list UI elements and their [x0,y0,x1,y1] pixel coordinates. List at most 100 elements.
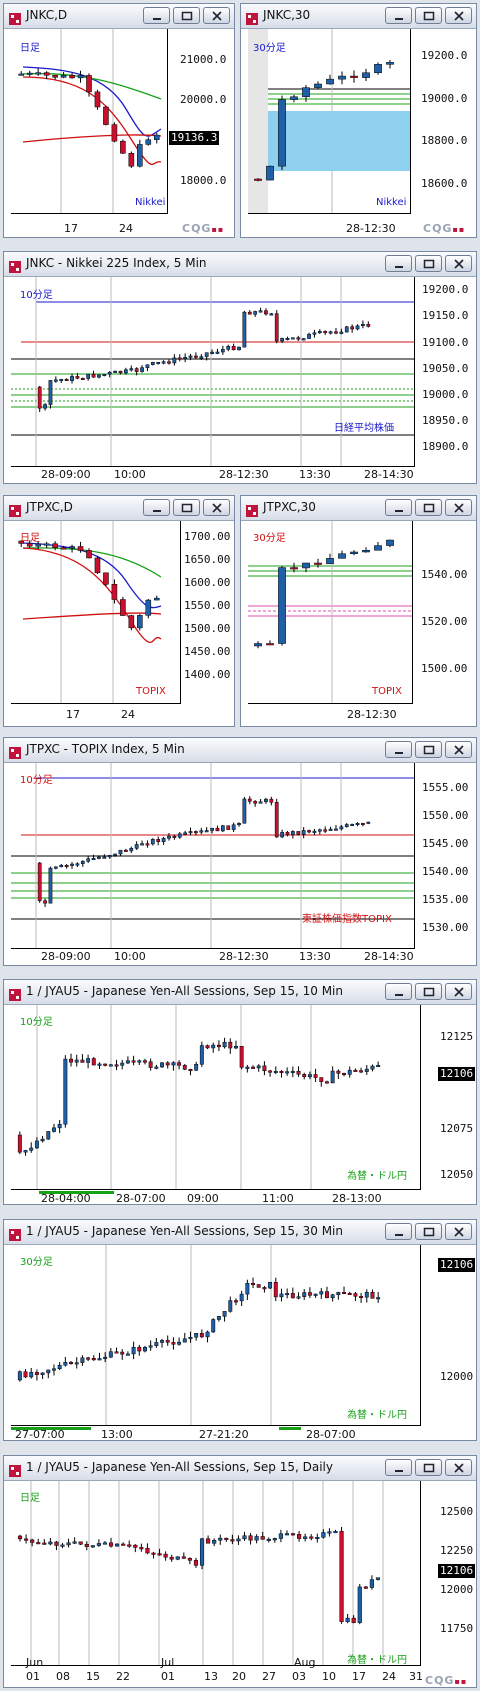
restore-button[interactable] [415,983,442,1000]
y-tick: 12000 [440,1370,474,1383]
chart-plot[interactable] [11,29,168,214]
chart-plot[interactable] [11,1481,421,1666]
chart-plot[interactable] [248,29,411,214]
chart-app-icon [9,1226,21,1241]
window-jnkc-daily[interactable]: JNKC,D 日足 Nikkei 19136.3 21000.0 20000.0… [3,3,235,238]
close-button[interactable] [203,499,230,516]
timeframe-tag: 日足 [20,43,40,54]
x-tick: 28-13:00 [332,1192,382,1205]
y-tick: 1400.00 [184,668,231,681]
instrument-label: Nikkei [135,197,166,208]
last-price-box: 12106 [438,1564,476,1578]
minimize-button[interactable] [385,499,412,516]
y-tick: 20000.0 [180,93,227,106]
restore-button[interactable] [415,7,442,24]
close-button[interactable] [445,255,472,272]
window-jyau5-daily[interactable]: 1 / JYAU5 - Japanese Yen-All Sessions, S… [3,1455,477,1688]
titlebar[interactable]: JTPXC,30 [241,496,476,521]
window-jnkc-5min[interactable]: JNKC - Nikkei 225 Index, 5 Min 10分足 日経平均… [3,251,477,484]
chart-plot[interactable] [11,763,415,949]
y-tick: 1540.00 [421,568,468,581]
restore-button[interactable] [415,499,442,516]
x-tick: 17 [352,1670,366,1683]
close-button[interactable] [445,1223,472,1240]
x-tick: 20 [232,1670,246,1683]
window-title: 1 / JYAU5 - Japanese Yen-All Sessions, S… [26,1224,343,1238]
chart-plot[interactable] [11,1005,421,1190]
chart-plot[interactable] [11,277,415,467]
chart-plot[interactable] [248,521,413,704]
titlebar[interactable]: 1 / JYAU5 - Japanese Yen-All Sessions, S… [4,1220,476,1245]
titlebar[interactable]: JNKC,30 [241,4,476,29]
restore-button[interactable] [415,255,442,272]
x-tick: 13:30 [299,950,331,963]
cqg-logo: CQG▪▪ [425,1674,468,1687]
y-tick: 1700.00 [184,530,231,543]
window-jyau5-10min[interactable]: 1 / JYAU5 - Japanese Yen-All Sessions, S… [3,979,477,1205]
titlebar[interactable]: JNKC,D [4,4,234,29]
minimize-button[interactable] [385,1223,412,1240]
x-tick: 24 [382,1670,396,1683]
timeframe-tag: 10分足 [20,1017,53,1028]
minimize-button[interactable] [385,983,412,1000]
window-title: JNKC - Nikkei 225 Index, 5 Min [26,256,207,270]
window-title: JTPXC - TOPIX Index, 5 Min [26,742,185,756]
restore-button[interactable] [415,1459,442,1476]
close-button[interactable] [445,499,472,516]
window-title: JTPXC,30 [263,500,316,514]
restore-button[interactable] [173,499,200,516]
y-tick: 12500 [440,1505,474,1518]
close-button[interactable] [203,7,230,24]
instrument-label: 為替・ドル円 [347,1171,407,1182]
timeframe-tag: 30分足 [20,1257,53,1268]
titlebar[interactable]: JTPXC - TOPIX Index, 5 Min [4,738,476,763]
x-tick: 01 [161,1670,175,1683]
y-tick: 1540.00 [422,865,469,878]
restore-button[interactable] [415,1223,442,1240]
x-tick: Jun [26,1656,44,1669]
window-jnkc-30min[interactable]: JNKC,30 30分足 Nikkei 19200.0 19000.0 1880… [240,3,477,238]
minimize-button[interactable] [143,7,170,24]
restore-button[interactable] [173,7,200,24]
timeframe-tag: 30分足 [253,43,286,54]
titlebar[interactable]: JTPXC,D [4,496,234,521]
y-tick: 12125 [440,1030,474,1043]
window-jtpxc-daily[interactable]: JTPXC,D 日足 TOPIX 1700.00 1650.00 1600.00… [3,495,235,727]
x-tick: 08 [56,1670,70,1683]
x-tick: 22 [116,1670,130,1683]
minimize-button[interactable] [385,1459,412,1476]
titlebar[interactable]: JNKC - Nikkei 225 Index, 5 Min [4,252,476,277]
chart-plot[interactable] [11,521,181,704]
y-tick: 1530.00 [422,921,469,934]
window-title: 1 / JYAU5 - Japanese Yen-All Sessions, S… [26,984,343,998]
x-tick: 09:00 [187,1192,219,1205]
y-tick: 19200.0 [422,283,469,296]
x-tick: 17 [66,708,80,721]
x-tick: 24 [121,708,135,721]
x-tick: 10:00 [114,468,146,481]
chart-plot[interactable] [11,1245,421,1426]
y-tick: 12050 [440,1168,474,1181]
minimize-button[interactable] [385,741,412,758]
y-tick: 18600.0 [421,177,468,190]
instrument-label: TOPIX [136,686,166,697]
chart-app-icon [9,502,21,517]
titlebar[interactable]: 1 / JYAU5 - Japanese Yen-All Sessions, S… [4,1456,476,1481]
window-jtpxc-5min[interactable]: JTPXC - TOPIX Index, 5 Min 10分足 東証株価指数TO… [3,737,477,966]
close-button[interactable] [445,741,472,758]
titlebar[interactable]: 1 / JYAU5 - Japanese Yen-All Sessions, S… [4,980,476,1005]
y-tick: 12000 [440,1583,474,1596]
window-jyau5-30min[interactable]: 1 / JYAU5 - Japanese Yen-All Sessions, S… [3,1219,477,1441]
minimize-button[interactable] [385,255,412,272]
y-tick: 12250 [440,1544,474,1557]
close-button[interactable] [445,7,472,24]
minimize-button[interactable] [143,499,170,516]
restore-button[interactable] [415,741,442,758]
close-button[interactable] [445,983,472,1000]
x-tick: 28-07:00 [116,1192,166,1205]
x-tick: 28-12:30 [219,950,269,963]
chart-app-icon [9,10,21,25]
close-button[interactable] [445,1459,472,1476]
window-jtpxc-30min[interactable]: JTPXC,30 30分足 TOPIX 1540.00 1520.00 1500… [240,495,477,727]
minimize-button[interactable] [385,7,412,24]
